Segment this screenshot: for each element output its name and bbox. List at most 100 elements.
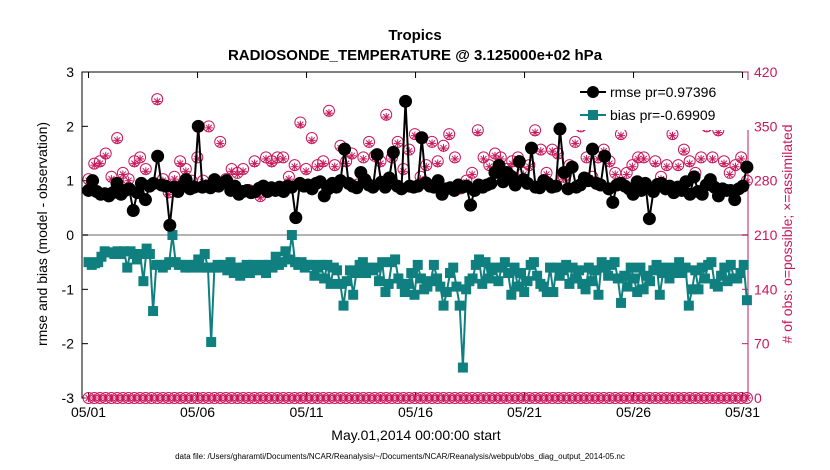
obs-assimilated-stroke bbox=[669, 132, 676, 140]
obs-assimilated-point-zero bbox=[742, 394, 751, 402]
obs-assimilated-stroke bbox=[714, 129, 722, 136]
bias-point bbox=[664, 273, 675, 284]
bias-point bbox=[506, 289, 517, 300]
bias-point bbox=[332, 265, 343, 276]
obs-assimilated-stroke bbox=[205, 124, 213, 132]
obs-assimilated-point bbox=[319, 159, 328, 168]
rmse-point bbox=[138, 193, 152, 207]
bias-point bbox=[528, 257, 539, 268]
bias-point bbox=[257, 259, 268, 270]
rmse-point bbox=[549, 179, 563, 193]
x-tick-label: 05/01 bbox=[71, 404, 106, 420]
obs-assimilated-stroke bbox=[686, 160, 694, 167]
y-axis-label-right: # of obs: o=possible; ×=assimilated bbox=[779, 124, 795, 343]
data-file-footnote: data file: /Users/gharamti/Documents/NCA… bbox=[175, 452, 625, 461]
obs-assimilated-point bbox=[181, 167, 190, 176]
obs-assimilated-point bbox=[250, 159, 259, 168]
obs-assimilated-point bbox=[479, 154, 488, 163]
obs-assimilated-point bbox=[239, 167, 248, 176]
x-tick-label: 05/06 bbox=[180, 404, 215, 420]
chart-subtitle: RADIOSONDE_TEMPERATURE @ 3.125000e+02 hP… bbox=[228, 47, 603, 64]
obs-assimilated-stroke bbox=[726, 171, 734, 178]
bias-point bbox=[438, 300, 449, 311]
bias-point bbox=[532, 270, 543, 281]
obs-assimilated-point bbox=[725, 170, 734, 179]
bias-point bbox=[325, 278, 336, 289]
bias-point bbox=[412, 259, 423, 270]
bias-point bbox=[267, 262, 278, 273]
bias-point bbox=[706, 257, 717, 268]
chart-title: Tropics bbox=[388, 27, 441, 44]
bias-point bbox=[396, 278, 407, 289]
bias-point bbox=[444, 268, 455, 279]
rmse-point bbox=[399, 94, 413, 108]
legend-bias-label: bias pr=-0.69909 bbox=[610, 107, 716, 123]
bias-point bbox=[480, 257, 491, 268]
obs-assimilated-stroke bbox=[663, 163, 671, 171]
obs-assimilated-point bbox=[662, 162, 671, 171]
bias-point bbox=[658, 268, 669, 279]
bias-point bbox=[677, 268, 688, 279]
bias-point bbox=[690, 265, 701, 276]
obs-assimilated-point bbox=[267, 159, 276, 168]
bias-point bbox=[548, 287, 559, 298]
bias-point bbox=[667, 268, 678, 279]
bias-point bbox=[616, 297, 627, 308]
bias-point bbox=[738, 259, 749, 270]
obs-assimilated-point bbox=[473, 128, 482, 137]
bias-point bbox=[515, 268, 526, 279]
obs-assimilated-point bbox=[433, 159, 442, 168]
rmse-point bbox=[512, 155, 526, 169]
bias-point bbox=[167, 230, 178, 240]
bias-point bbox=[341, 276, 352, 287]
bias-point bbox=[661, 262, 672, 273]
obs-assimilated-point bbox=[302, 167, 311, 176]
y-axis-label-left: rmse and bias (model - observation) bbox=[34, 122, 50, 346]
bias-point bbox=[351, 268, 362, 279]
bias-point bbox=[490, 262, 501, 273]
bias-point bbox=[309, 270, 320, 281]
bias-point bbox=[687, 284, 698, 295]
rmse-point bbox=[740, 160, 754, 174]
bias-point bbox=[451, 281, 462, 292]
bias-point bbox=[241, 259, 252, 270]
bias-point bbox=[609, 257, 620, 268]
bias-point bbox=[380, 287, 391, 298]
obs-assimilated-stroke bbox=[331, 163, 339, 171]
bias-point bbox=[680, 262, 691, 273]
bias-point bbox=[483, 273, 494, 284]
obs-assimilated-stroke bbox=[531, 129, 539, 136]
obs-assimilated-point bbox=[582, 154, 591, 163]
obs-assimilated-stroke bbox=[743, 394, 751, 402]
bias-point bbox=[370, 262, 381, 273]
obs-assimilated-point bbox=[113, 136, 122, 145]
legend-bias-marker bbox=[588, 110, 598, 120]
bias-point bbox=[735, 268, 746, 279]
rmse-point bbox=[585, 142, 599, 156]
obs-assimilated-stroke bbox=[606, 160, 613, 167]
y-tick-label-left: 3 bbox=[66, 64, 74, 80]
obs-assimilated-stroke bbox=[291, 163, 298, 171]
rmse-point bbox=[86, 174, 100, 188]
obs-assimilated-point bbox=[674, 162, 683, 171]
obs-assimilated-stroke bbox=[445, 132, 453, 140]
bias-point bbox=[554, 270, 565, 281]
rmse-point bbox=[370, 148, 384, 162]
obs-assimilated-point bbox=[153, 97, 162, 106]
bias-point bbox=[202, 262, 213, 273]
obs-assimilated-point bbox=[279, 154, 288, 163]
bias-point bbox=[283, 254, 294, 265]
bias-point bbox=[144, 249, 155, 260]
obs-assimilated-point bbox=[468, 170, 477, 179]
bias-point bbox=[580, 284, 591, 295]
obs-assimilated-point bbox=[204, 123, 213, 132]
x-tick-label: 05/26 bbox=[616, 404, 651, 420]
bias-point bbox=[612, 273, 623, 284]
bias-point bbox=[693, 284, 704, 295]
rmse-point bbox=[638, 176, 652, 190]
legend-rmse-marker bbox=[587, 86, 599, 98]
bias-point bbox=[645, 276, 656, 287]
bias-point bbox=[654, 289, 665, 300]
obs-assimilated-point bbox=[571, 139, 580, 148]
bias-point bbox=[93, 257, 104, 268]
